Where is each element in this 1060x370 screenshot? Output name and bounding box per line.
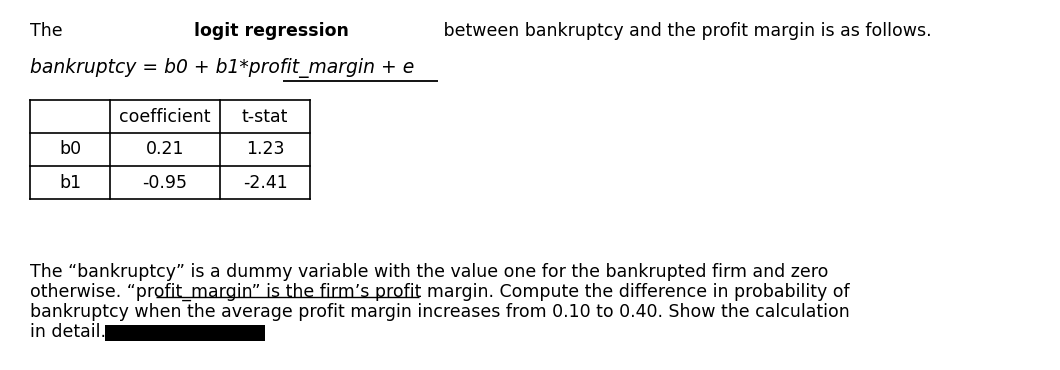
Text: t-stat: t-stat <box>242 108 288 125</box>
Text: 0.21: 0.21 <box>146 141 184 158</box>
Text: bankruptcy = b0 + b1*profit_margin + e: bankruptcy = b0 + b1*profit_margin + e <box>30 58 414 78</box>
Text: The: The <box>30 22 68 40</box>
Text: otherwise. “profit_margin” is the firm’s profit margin. Compute the difference i: otherwise. “profit_margin” is the firm’s… <box>30 283 850 301</box>
Text: coefficient: coefficient <box>119 108 211 125</box>
Text: bankruptcy when the average profit margin increases from 0.10 to 0.40. Show the : bankruptcy when the average profit margi… <box>30 303 850 321</box>
Text: logit regression: logit regression <box>194 22 349 40</box>
Text: 1.23: 1.23 <box>246 141 284 158</box>
Text: in detail.: in detail. <box>30 323 106 341</box>
Text: b1: b1 <box>59 174 81 192</box>
Text: -2.41: -2.41 <box>243 174 287 192</box>
Bar <box>105 325 265 341</box>
Text: between bankruptcy and the profit margin is as follows.: between bankruptcy and the profit margin… <box>438 22 932 40</box>
Text: -0.95: -0.95 <box>142 174 188 192</box>
Text: b0: b0 <box>59 141 81 158</box>
Text: The “bankruptcy” is a dummy variable with the value one for the bankrupted firm : The “bankruptcy” is a dummy variable wit… <box>30 263 828 281</box>
